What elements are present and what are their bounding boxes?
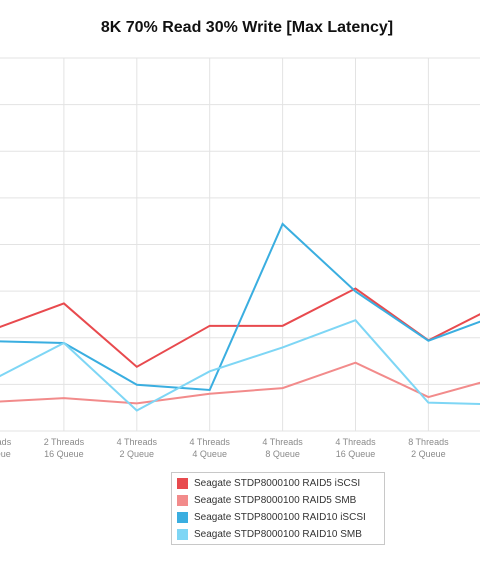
legend: Seagate STDP8000100 RAID5 iSCSI Seagate S… [171, 472, 385, 545]
x-tick-label: 4 Threads 2 Queue [117, 437, 158, 459]
legend-label: Seagate STDP8000100 RAID10 SMB [194, 529, 362, 540]
legend-swatch [177, 512, 188, 523]
x-tick-label: 4 Threads 4 Queue [190, 437, 231, 459]
series-line-3 [0, 222, 480, 392]
legend-item: Seagate STDP8000100 RAID5 SMB [172, 492, 384, 509]
legend-swatch [177, 529, 188, 540]
legend-swatch [177, 478, 188, 489]
x-tick-label: 4 Threads 8 Queue [262, 437, 303, 459]
x-tick-label: 8 Threads 2 Queue [408, 437, 449, 459]
series-line-1 [0, 287, 480, 369]
series-line-2 [0, 361, 480, 405]
series-layer [0, 222, 480, 412]
series-line-4 [0, 319, 480, 412]
legend-label: Seagate STDP8000100 RAID5 iSCSI [194, 478, 361, 489]
legend-label: Seagate STDP8000100 RAID5 SMB [194, 495, 357, 506]
legend-item: Seagate STDP8000100 RAID5 iSCSI [172, 475, 384, 492]
x-tick-label: 2 Threads 16 Queue [44, 437, 85, 459]
chart-title: 8K 70% Read 30% Write [Max Latency] [100, 19, 394, 36]
legend-item: Seagate STDP8000100 RAID10 SMB [172, 526, 384, 543]
grid-layer [0, 57, 480, 432]
legend-label: Seagate STDP8000100 RAID10 iSCSI [194, 512, 366, 523]
x-tick-label: 4 Threads 16 Queue [335, 437, 376, 459]
legend-swatch [177, 495, 188, 506]
legend-item: Seagate STDP8000100 RAID10 iSCSI [172, 509, 384, 526]
